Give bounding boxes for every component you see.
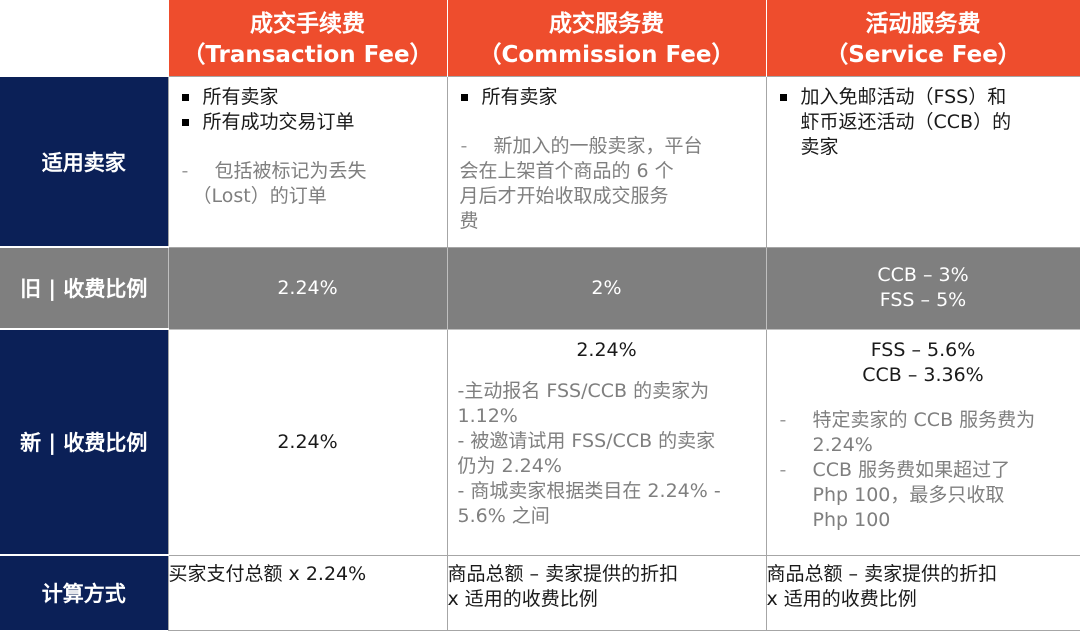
note-line: 费 (459, 209, 479, 232)
note-line: 会在上架首个商品的 6 个 (459, 159, 674, 182)
calculation-row: 计算方式 买家支付总额 x 2.24% 商品总额 – 卖家提供的折扣 x 适用的… (0, 554, 1080, 631)
note-line: Php 100，最多只收取 (812, 483, 1005, 506)
eligible-commission-cell: 所有卖家 新加入的一般卖家，平台 会在上架首个商品的 6 个 月后才开始收取成交… (446, 75, 767, 248)
new-rate-transaction: 2.24% (167, 328, 448, 556)
note-line: CCB 服务费如果超过了 (812, 458, 1011, 481)
note-line: 2.24% (812, 433, 873, 456)
old-rate-service: CCB – 3% FSS – 5% (765, 246, 1080, 330)
eligible-sellers-row: 适用卖家 所有卖家 所有成功交易订单 包括被标记为丢失 （Lost）的订单 所有… (0, 75, 1080, 248)
calc-line: 商品总额 – 卖家提供的折扣 (766, 562, 998, 585)
calc-commission: 商品总额 – 卖家提供的折扣 x 适用的收费比例 (446, 554, 767, 631)
service-note: CCB 服务费如果超过了 Php 100，最多只收取 Php 100 (767, 458, 1080, 533)
bullet-item: 加入免邮活动（FSS）和 虾币返还活动（CCB）的 卖家 (767, 85, 1080, 160)
col-header-commission-fee: 成交服务费 （Commission Fee） (446, 0, 767, 76)
col-title-en: （Transaction Fee） (182, 41, 433, 68)
note-line: 月后才开始收取成交服务 (459, 184, 669, 207)
calc-line: x 适用的收费比例 (447, 587, 598, 610)
eligible-transaction-cell: 所有卖家 所有成功交易订单 包括被标记为丢失 （Lost）的订单 (167, 75, 448, 248)
bullet-line: 虾币返还活动（CCB）的 (800, 110, 1012, 133)
note-line: Php 100 (812, 508, 891, 531)
note-line: 1.12% (457, 404, 518, 427)
new-rate-service-cell: FSS – 5.6% CCB – 3.36% 特定卖家的 CCB 服务费为 2.… (765, 328, 1080, 556)
eligible-service-cell: 加入免邮活动（FSS）和 虾币返还活动（CCB）的 卖家 (765, 75, 1080, 248)
bullet-line: 加入免邮活动（FSS）和 (800, 85, 1007, 108)
col-header-transaction-fee: 成交手续费 （Transaction Fee） (167, 0, 448, 76)
note-line: 新加入的一般卖家，平台 (493, 134, 703, 157)
note-line: 5.6% 之间 (457, 504, 550, 527)
new-rate-commission-cell: 2.24% -主动报名 FSS/CCB 的卖家为 1.12% - 被邀请试用 F… (446, 328, 767, 556)
note-line: 特定卖家的 CCB 服务费为 (812, 408, 1036, 431)
col-title-zh: 成交服务费 (549, 10, 664, 37)
note-line: - 商城卖家根据类目在 2.24% - (457, 479, 721, 502)
note-line: 仍为 2.24% (457, 454, 562, 477)
note-line: -主动报名 FSS/CCB 的卖家为 (457, 379, 710, 402)
service-headline: CCB – 3.36% (862, 363, 984, 386)
calc-transaction: 买家支付总额 x 2.24% (167, 554, 448, 631)
note-line: - 被邀请试用 FSS/CCB 的卖家 (457, 429, 716, 452)
new-rate-commission-headline: 2.24% (576, 338, 637, 361)
col-title-zh: 成交手续费 (250, 10, 365, 37)
rate-line: CCB – 3% (877, 264, 969, 286)
note-line: （Lost）的订单 (192, 184, 327, 207)
rate-line: FSS – 5% (879, 289, 967, 311)
header-row: 成交手续费 （Transaction Fee） 成交服务费 （Commissio… (0, 0, 1080, 76)
bullet-item: 所有卖家 (169, 85, 447, 110)
old-rate-transaction: 2.24% (167, 246, 448, 330)
commission-notes: -主动报名 FSS/CCB 的卖家为 1.12% - 被邀请试用 FSS/CCB… (448, 379, 766, 529)
bullet-line: 卖家 (800, 135, 839, 158)
row-label-old-rate: 旧 | 收费比例 (0, 246, 168, 329)
row-label-eligible-sellers: 适用卖家 (0, 75, 168, 247)
bullet-item: 所有成功交易订单 (169, 110, 447, 135)
row-label-calculation: 计算方式 (0, 554, 168, 630)
note-item: 包括被标记为丢失 (169, 159, 447, 184)
col-title-en: （Commission Fee） (478, 41, 735, 68)
calc-line: x 适用的收费比例 (766, 587, 917, 610)
col-header-service-fee: 活动服务费 （Service Fee） (765, 0, 1080, 76)
note-line: 包括被标记为丢失 (214, 159, 367, 182)
col-title-en: （Service Fee） (825, 41, 1021, 68)
bullet-item: 所有卖家 (448, 85, 766, 110)
calc-service: 商品总额 – 卖家提供的折扣 x 适用的收费比例 (765, 554, 1080, 631)
row-label-new-rate: 新 | 收费比例 (0, 328, 168, 555)
old-rate-commission: 2% (446, 246, 767, 330)
note-item: 新加入的一般卖家，平台 会在上架首个商品的 6 个 月后才开始收取成交服务 费 (448, 134, 766, 234)
service-headline: FSS – 5.6% (870, 338, 976, 361)
service-note: 特定卖家的 CCB 服务费为 2.24% (767, 408, 1080, 458)
corner-cell (0, 0, 168, 76)
new-rate-row: 新 | 收费比例 2.24% 2.24% -主动报名 FSS/CCB 的卖家为 … (0, 328, 1080, 556)
calc-line: 商品总额 – 卖家提供的折扣 (447, 562, 679, 585)
old-rate-row: 旧 | 收费比例 2.24% 2% CCB – 3% FSS – 5% (0, 246, 1080, 330)
col-title-zh: 活动服务费 (865, 10, 981, 37)
